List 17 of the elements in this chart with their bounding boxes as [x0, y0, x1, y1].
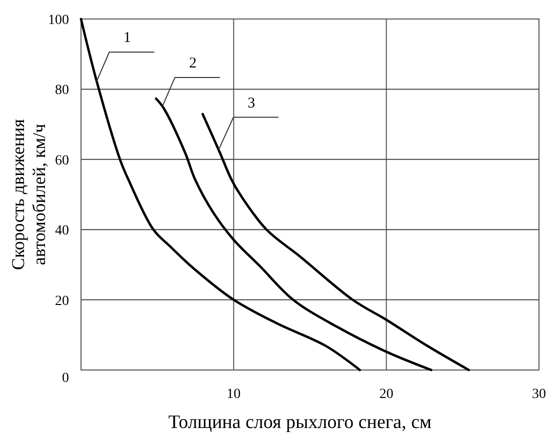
annotation: 2 — [189, 55, 197, 72]
annotation: 3 — [248, 95, 256, 112]
y-tick-label: 0 — [62, 371, 69, 386]
line-series — [80, 18, 361, 372]
x-tick-label: 10 — [226, 387, 241, 402]
y-tick-label: 40 — [55, 224, 69, 239]
x-tick-label: 20 — [379, 387, 394, 402]
line-series — [201, 112, 470, 372]
y-tick-label: 100 — [48, 13, 69, 28]
x-axis-title: Толщина слоя рыхлого снега, см — [168, 412, 432, 433]
annotation: 1 — [124, 30, 132, 46]
y-axis-title: Скорость движения автомобилей, км/ч — [8, 119, 49, 270]
y-tick-label: 20 — [55, 294, 69, 309]
x-tick-label: 30 — [532, 387, 546, 402]
y-tick-label: 60 — [55, 153, 69, 168]
y-tick-label: 80 — [55, 83, 69, 98]
line-series — [154, 97, 432, 372]
